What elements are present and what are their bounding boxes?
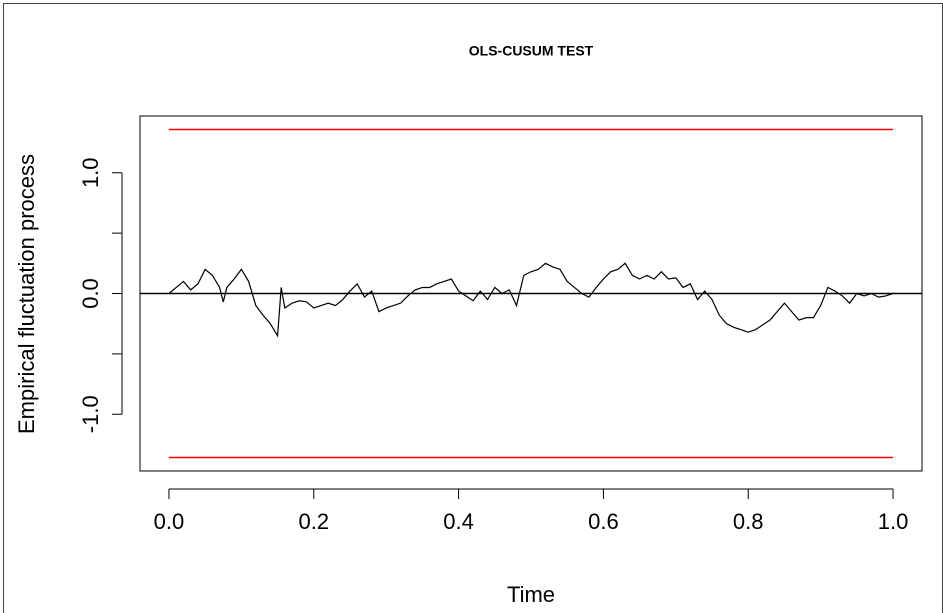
- chart-title: OLS-CUSUM TEST: [469, 43, 594, 59]
- x-axis-label: Time: [507, 582, 555, 607]
- y-tick-label: 1.0: [78, 157, 103, 188]
- x-tick-label: 0.6: [588, 509, 619, 534]
- x-tick-label: 0.4: [443, 509, 474, 534]
- x-tick-label: 1.0: [878, 509, 909, 534]
- y-axis-label: Empirical fluctuation process: [14, 154, 39, 434]
- x-tick-label: 0.2: [298, 509, 329, 534]
- x-tick-label: 0.8: [733, 509, 764, 534]
- y-tick-label: 0.0: [78, 278, 103, 309]
- y-tick-label: -1.0: [78, 395, 103, 433]
- process-line: [168, 262, 894, 338]
- x-tick-label: 0.0: [154, 509, 185, 534]
